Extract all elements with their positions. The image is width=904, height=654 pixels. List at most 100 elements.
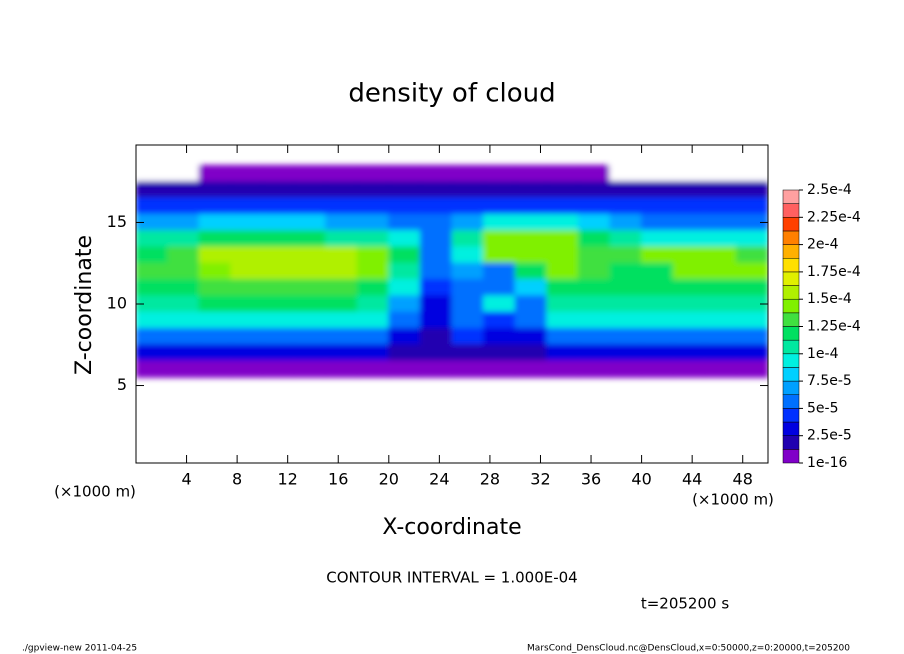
y-tick-label: 5 [117, 375, 127, 394]
colorbar-label: 2.5e-4 [807, 182, 852, 198]
cell [483, 246, 516, 264]
colorbar-label: 1e-16 [807, 455, 847, 471]
cell [136, 197, 169, 215]
colorbar-label: 1.75e-4 [807, 264, 861, 280]
cell [136, 262, 169, 281]
cell [483, 197, 516, 215]
cell [577, 230, 611, 248]
x-tick-label: 4 [181, 470, 191, 489]
cell [198, 246, 232, 264]
cell [609, 279, 643, 297]
cell [356, 246, 390, 264]
cell [735, 181, 768, 199]
cells [136, 164, 768, 378]
cell [641, 181, 674, 199]
cell [230, 246, 263, 264]
cell [672, 279, 706, 297]
y-tick-label: 15 [107, 212, 127, 231]
cell [609, 246, 643, 264]
cell [483, 360, 516, 378]
cell [609, 181, 643, 199]
cell [388, 164, 421, 183]
cell [230, 230, 263, 248]
cell [704, 279, 737, 297]
cell [546, 311, 579, 329]
cell [388, 213, 421, 232]
cell [546, 181, 579, 199]
cell [483, 311, 516, 329]
field [136, 164, 768, 378]
cell [451, 230, 485, 248]
cell [325, 279, 358, 297]
cell [577, 197, 611, 215]
cell [672, 311, 706, 329]
cell [704, 344, 737, 362]
cell [451, 181, 485, 199]
cell [419, 344, 453, 362]
y-axis-label: Z-coordinate [72, 235, 97, 375]
cell [388, 197, 421, 215]
cell [261, 311, 295, 329]
cell [230, 327, 263, 346]
cell [419, 262, 453, 281]
cell [735, 246, 768, 264]
colorbar-band [782, 339, 800, 355]
colorbar-band [782, 312, 800, 327]
chart-title: density of cloud [348, 79, 555, 109]
cell [483, 164, 516, 183]
cell [388, 344, 421, 362]
cell [514, 230, 548, 248]
colorbar-band [782, 217, 800, 232]
cell [167, 311, 200, 329]
cell [546, 213, 579, 232]
cell [167, 164, 200, 183]
cell [136, 327, 169, 346]
cell [293, 295, 327, 313]
cell [451, 360, 485, 378]
cell [546, 344, 579, 362]
cell [577, 360, 611, 378]
contour-note: CONTOUR INTERVAL = 1.000E-04 [326, 569, 577, 587]
cell [356, 197, 390, 215]
cell [704, 213, 737, 232]
cell [419, 279, 453, 297]
cell [293, 360, 327, 378]
cell [419, 213, 453, 232]
colorbar-band [782, 449, 800, 464]
cell [167, 230, 200, 248]
cell [230, 164, 263, 183]
footer-right: MarsCond_DensCloud.nc@DensCloud,x=0:5000… [527, 644, 850, 654]
cell [672, 230, 706, 248]
cell [672, 295, 706, 313]
cell [419, 327, 453, 346]
cell [451, 213, 485, 232]
x-tick-label: 8 [232, 470, 242, 489]
cell [641, 230, 674, 248]
colorbar-band [782, 244, 800, 259]
cell [419, 230, 453, 248]
cell [388, 295, 421, 313]
cell [293, 181, 327, 199]
cell [577, 344, 611, 362]
cell [514, 360, 548, 378]
cell [577, 311, 611, 329]
cell [577, 279, 611, 297]
cell [230, 295, 263, 313]
cell [356, 360, 390, 378]
cell [388, 360, 421, 378]
cell [609, 344, 643, 362]
cell [230, 311, 263, 329]
cell [293, 327, 327, 346]
cell [483, 262, 516, 281]
cell [483, 213, 516, 232]
cell [483, 344, 516, 362]
cell [514, 246, 548, 264]
cell [483, 327, 516, 346]
cell [293, 311, 327, 329]
cell [167, 327, 200, 346]
cell [261, 360, 295, 378]
x-tick-label: 40 [631, 470, 651, 489]
cell [419, 246, 453, 264]
cell [230, 181, 263, 199]
